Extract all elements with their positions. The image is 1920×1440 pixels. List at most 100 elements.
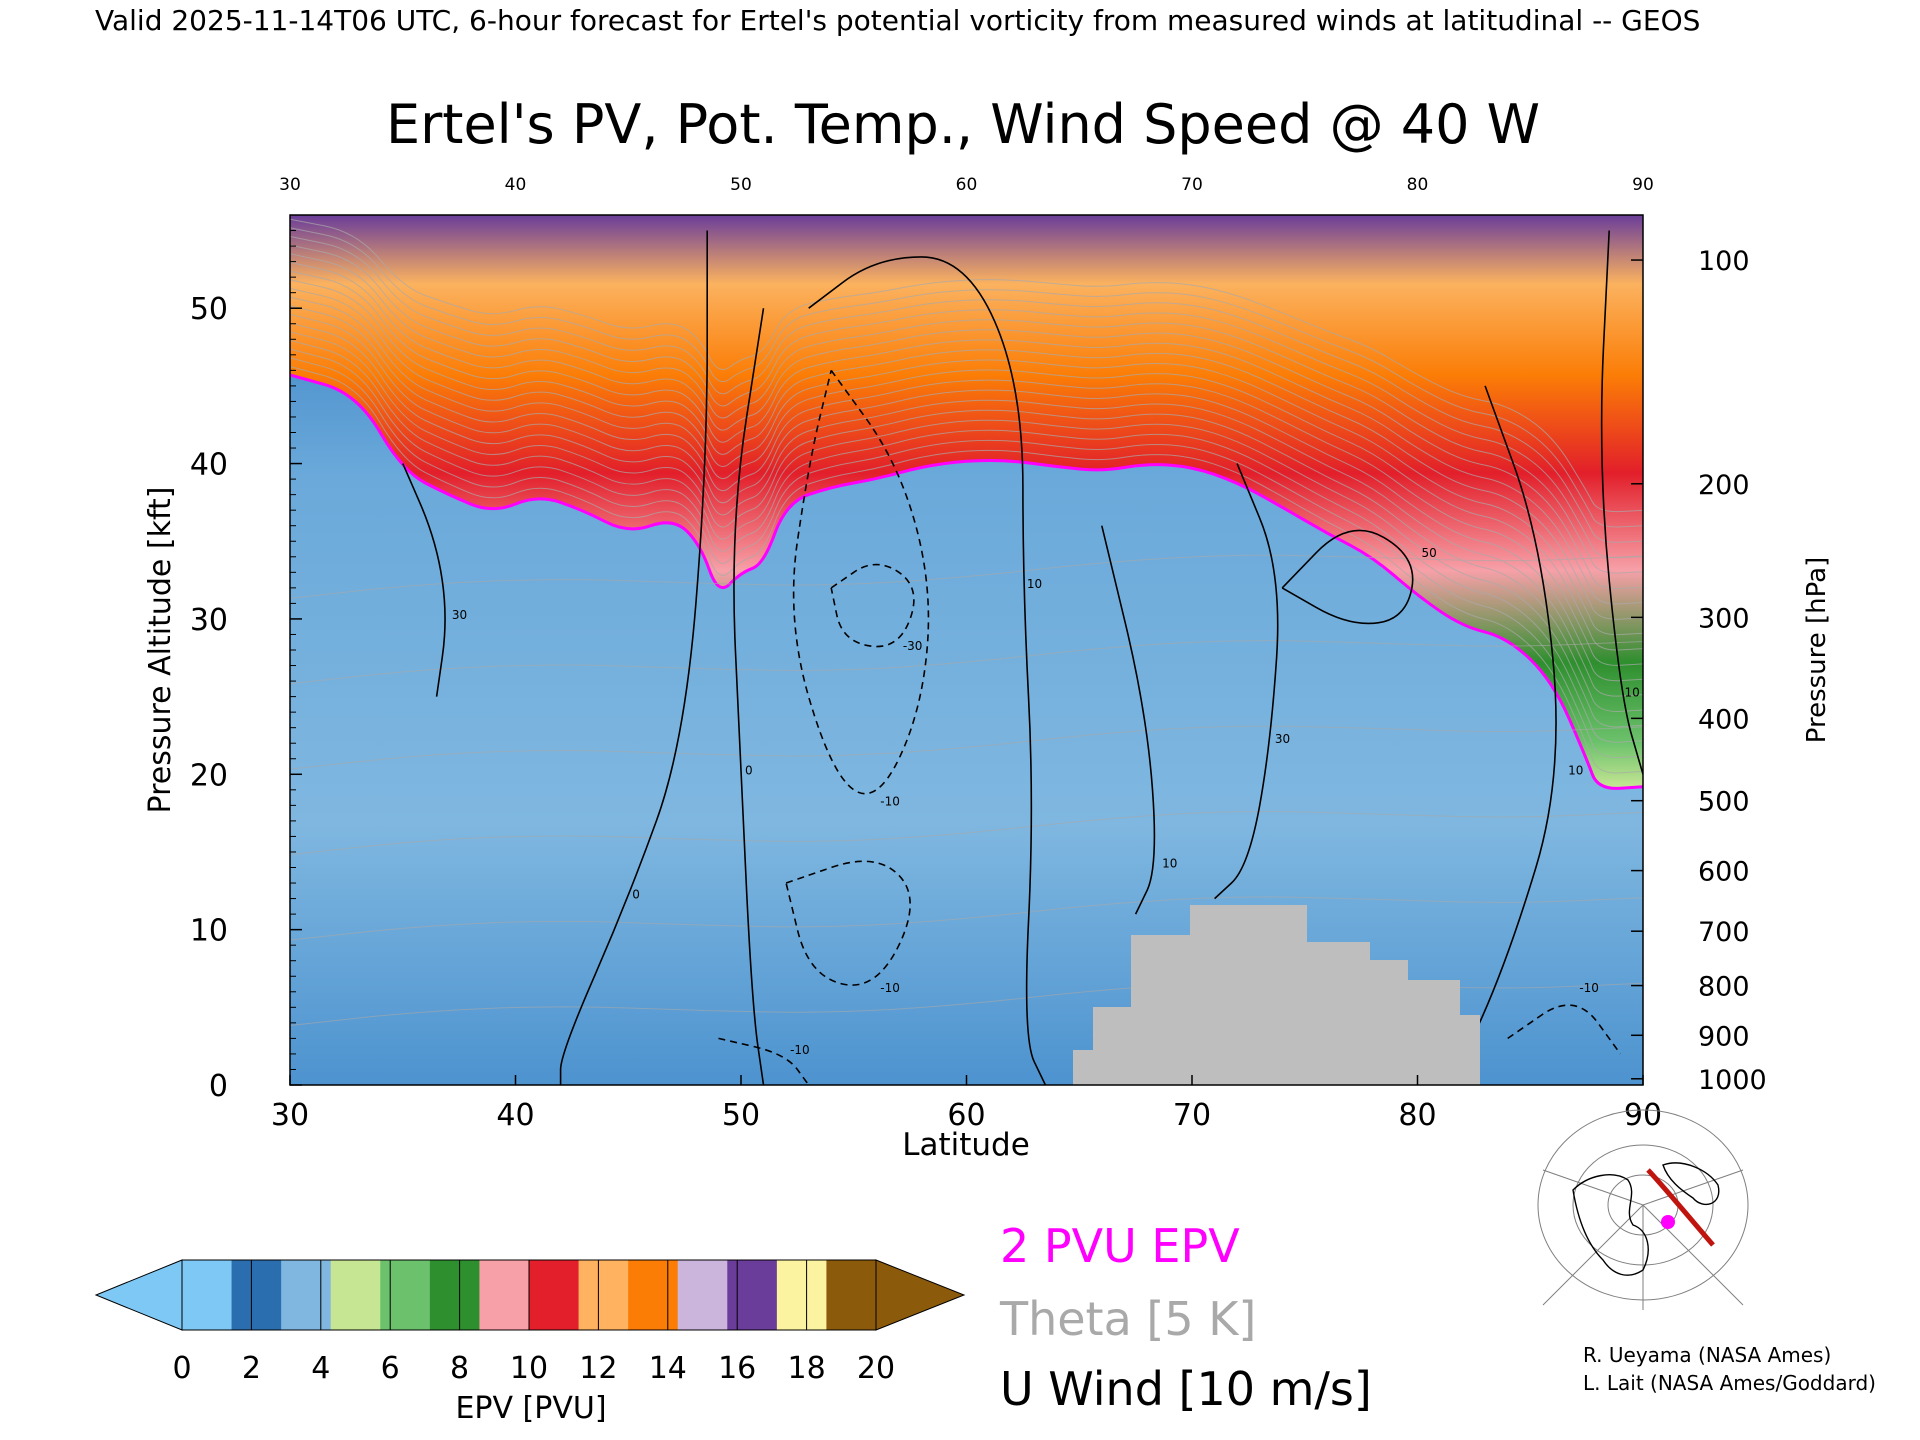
- colorbar-tick-label: 8: [450, 1351, 469, 1386]
- pressure-tick-label: 200: [1698, 470, 1750, 501]
- wind-contour-line: [559, 230, 708, 1085]
- colorbar-tick-label: 14: [649, 1351, 687, 1386]
- colorbar: 0 2 4 6 8 10 12 14 16 18 20: [94, 1259, 966, 1386]
- pressure-tick-label: 400: [1698, 704, 1750, 735]
- wind-contour-label: 0: [745, 763, 753, 777]
- colorbar-segment: [479, 1260, 530, 1330]
- theta-contour-line: [290, 227, 1643, 528]
- x-tick-label: 60: [947, 1098, 985, 1133]
- colorbar-segment: [529, 1260, 580, 1330]
- top-tick-label: 70: [1181, 175, 1203, 195]
- wind-contour-line: [1450, 385, 1557, 1085]
- y-tick-label: 0: [209, 1069, 228, 1104]
- top-tick-label: 40: [505, 175, 527, 195]
- theta-contour-line: [290, 339, 1643, 728]
- wind-contour-line: [1507, 1004, 1622, 1055]
- wind-contour-line: [792, 369, 930, 795]
- pressure-tick-label: 500: [1698, 787, 1750, 818]
- wind-contour-line: [718, 1037, 810, 1085]
- colorbar-segment: [380, 1260, 431, 1330]
- x-tick-label: 50: [722, 1098, 760, 1133]
- x-tick-label: 90: [1624, 1098, 1662, 1133]
- colorbar-tick-label: 20: [857, 1351, 895, 1386]
- wind-contour-label: 0: [632, 888, 640, 902]
- colorbar-segment: [776, 1260, 827, 1330]
- wind-contour-label: -10: [1579, 981, 1599, 995]
- y-tick-label: 20: [190, 758, 228, 793]
- y-tick-label: 40: [190, 448, 228, 483]
- wind-contour-label: -10: [880, 981, 900, 995]
- wind-contour-line: [1281, 529, 1414, 625]
- theta-contour-line: [290, 322, 1643, 697]
- theta-contour-line: [290, 348, 1643, 743]
- theta-contours: [290, 218, 1643, 1026]
- top-tick-label: 90: [1632, 175, 1654, 195]
- credit-line-2: L. Lait (NASA Ames/Goddard): [1583, 1371, 1876, 1395]
- colorbar-tick-label: 6: [381, 1351, 400, 1386]
- theta-contour-line: [290, 725, 1643, 770]
- chart-title: Ertel's PV, Pot. Temp., Wind Speed @ 40 …: [386, 93, 1540, 156]
- theta-contour-line: [290, 313, 1643, 682]
- wind-contour-line: [1600, 230, 1643, 775]
- theta-contour-line: [290, 270, 1643, 605]
- colorbar-segment: [628, 1260, 679, 1330]
- theta-contour-line: [290, 296, 1643, 651]
- wind-contour-line: [402, 463, 446, 697]
- top-tick-label: 80: [1407, 175, 1429, 195]
- y-tick-label: 30: [190, 603, 228, 638]
- wind-contour-label: 50: [1422, 546, 1437, 560]
- wind-contour-label: 10: [1162, 857, 1177, 871]
- theta-contour-line: [290, 253, 1643, 574]
- colorbar-tick-label: 2: [242, 1351, 261, 1386]
- colorbar-segment: [182, 1260, 233, 1330]
- theta-contour-line: [290, 554, 1643, 599]
- stratosphere-fill: [290, 215, 1643, 789]
- wind-contour-label: -10: [880, 794, 900, 808]
- colorbar-segment: [281, 1260, 332, 1330]
- colorbar-tick-label: 18: [788, 1351, 826, 1386]
- theta-contour-line: [290, 305, 1643, 666]
- top-tick-label: 50: [730, 175, 752, 195]
- wind-contour-label: 10: [1027, 577, 1042, 591]
- wind-contour-line: [785, 860, 911, 986]
- colorbar-segment: [330, 1260, 381, 1330]
- theta-contour-line: [290, 261, 1643, 589]
- wind-contour-label: 10: [1624, 686, 1639, 700]
- x-tick-label: 30: [271, 1098, 309, 1133]
- theta-contour-line: [290, 279, 1643, 620]
- theta-contour-line: [290, 218, 1643, 513]
- wind-contour-label: -10: [790, 1043, 810, 1057]
- x-tick-label: 70: [1173, 1098, 1211, 1133]
- pressure-tick-label: 100: [1698, 246, 1750, 277]
- theta-contour-line: [290, 331, 1643, 713]
- credit-line-1: R. Ueyama (NASA Ames): [1583, 1343, 1831, 1367]
- legend-wind: U Wind [10 m/s]: [1000, 1362, 1372, 1416]
- wind-contour-line: [830, 563, 915, 648]
- y-axis-left-label: Pressure Altitude [kft]: [143, 487, 178, 814]
- wind-contour-line: [733, 308, 765, 1085]
- tropopause-2pvu-contour: [290, 373, 1643, 790]
- colorbar-segment: [826, 1260, 877, 1330]
- x-axis-label: Latitude: [902, 1127, 1030, 1163]
- pressure-tick-label: 1000: [1698, 1065, 1767, 1096]
- surface-mask: [1073, 905, 1480, 1085]
- y-tick-label: 50: [190, 292, 228, 327]
- top-tick-label: 60: [956, 175, 978, 195]
- x-tick-label: 80: [1398, 1098, 1436, 1133]
- y-axis-right-label: Pressure [hPa]: [1802, 557, 1832, 744]
- wind-contour-label: 10: [1568, 763, 1583, 777]
- wind-contour-label: 30: [1275, 732, 1290, 746]
- wind-contour-label: -30: [903, 639, 923, 653]
- y-tick-label: 10: [190, 914, 228, 949]
- colorbar-tick-label: 12: [579, 1351, 617, 1386]
- colorbar-label: EPV [PVU]: [455, 1391, 606, 1426]
- colorbar-tick-label: 16: [718, 1351, 756, 1386]
- wind-contour-line: [808, 256, 1047, 1085]
- legend-theta: Theta [5 K]: [999, 1292, 1256, 1346]
- pressure-tick-label: 300: [1698, 603, 1750, 634]
- theta-contour-line: [290, 365, 1643, 774]
- colorbar-segment: [578, 1260, 629, 1330]
- location-marker: [1661, 1215, 1675, 1229]
